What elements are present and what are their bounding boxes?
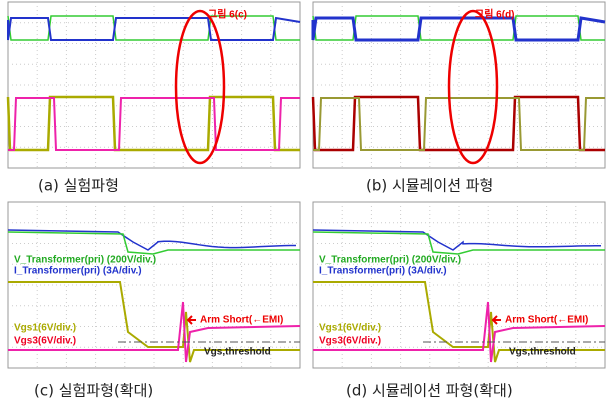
- caption: (d) 시뮬레이션 파형(확대): [346, 382, 513, 400]
- label: Vgs3(6V/div.): [14, 336, 76, 347]
- panel: V_Transformer(pri) (200V/div.)I_Transfor…: [313, 202, 605, 368]
- label: Arm Short(←EMI): [200, 315, 283, 326]
- label: V_Transformer(pri) (200V/div.): [319, 255, 461, 266]
- figure: (a) 실험파형 (b) 시뮬레이션 파형 (c) 실험파형(확대) (d) 시…: [0, 0, 615, 406]
- label: Arm Short(←EMI): [505, 315, 588, 326]
- caption: (c) 실험파형(확대): [34, 382, 153, 400]
- label: I_Transformer(pri) (3A/div.): [14, 266, 142, 277]
- panel: 그림 6(c): [8, 2, 300, 168]
- annotation: 그림 6(c): [208, 9, 247, 21]
- label: Vgs1(6V/div.): [319, 323, 381, 334]
- label: Vgs,threshold: [204, 347, 271, 358]
- caption: (a) 실험파형: [38, 177, 119, 195]
- label: Vgs3(6V/div.): [319, 336, 381, 347]
- panel: V_Transformer(pri) (200V/div.)I_Transfor…: [8, 202, 300, 368]
- panel: 그림 6(d): [313, 2, 605, 168]
- label: I_Transformer(pri) (3A/div.): [319, 266, 447, 277]
- label: V_Transformer(pri) (200V/div.): [14, 255, 156, 266]
- caption: (b) 시뮬레이션 파형: [366, 177, 493, 195]
- annotation: 그림 6(d): [475, 9, 515, 21]
- label: Vgs1(6V/div.): [14, 323, 76, 334]
- label: Vgs,threshold: [509, 347, 576, 358]
